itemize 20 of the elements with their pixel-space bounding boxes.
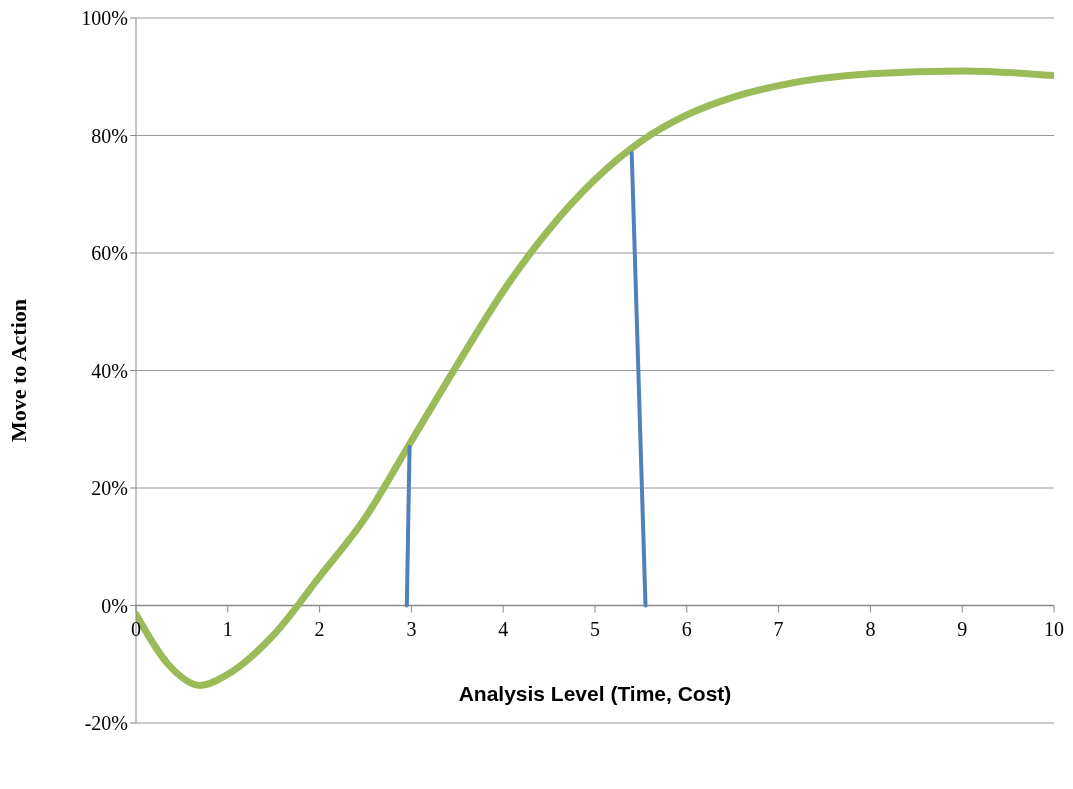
y-axis-title: Move to Action — [5, 299, 31, 442]
y-tick-label: 40% — [91, 359, 128, 382]
y-tick-label: 20% — [91, 477, 128, 500]
x-axis-title: Analysis Level (Time, Cost) — [458, 681, 732, 705]
y-tick-label: 100% — [81, 7, 128, 30]
x-tick-label: 10 — [1044, 617, 1064, 640]
x-tick-label: 2 — [314, 617, 325, 640]
y-tick-label: -20% — [84, 712, 128, 735]
x-tick-label: 8 — [865, 617, 876, 640]
x-tick-label: 0 — [131, 617, 141, 640]
x-tick-label: 5 — [590, 617, 600, 640]
x-tick-label: 6 — [681, 617, 692, 640]
y-tick-label: 80% — [91, 124, 128, 147]
x-tick-label: 9 — [957, 617, 968, 640]
y-tick-label: 60% — [91, 242, 128, 265]
x-tick-label: 3 — [406, 617, 417, 640]
x-tick-label: 1 — [222, 617, 233, 640]
x-tick-label: 4 — [498, 617, 509, 640]
y-tick-label: 0% — [101, 594, 128, 617]
x-tick-label: 7 — [773, 617, 784, 640]
